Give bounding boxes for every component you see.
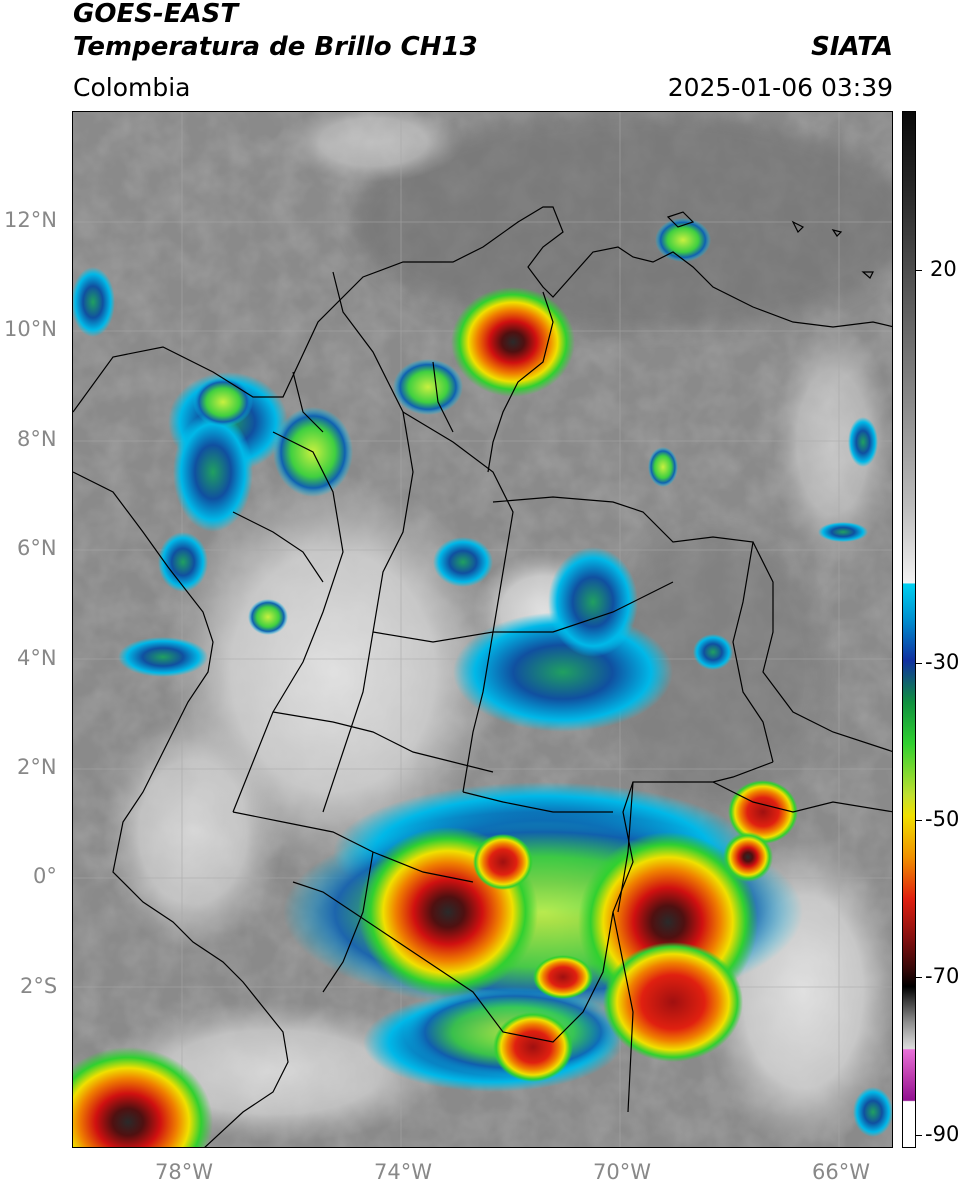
- colorbar-tick: [916, 1135, 922, 1136]
- lat-tick: 0°: [33, 864, 57, 888]
- colorbar-label: -30: [925, 650, 960, 674]
- title-satellite: GOES-EAST: [73, 0, 239, 29]
- colorbar-label: -90: [925, 1122, 960, 1146]
- borders: [73, 206, 892, 1147]
- lat-tick: 6°N: [17, 536, 57, 560]
- lat-tick: 12°N: [4, 208, 57, 232]
- lon-tick: 78°W: [155, 1160, 213, 1184]
- lat-tick: 2°N: [17, 755, 57, 779]
- title-product: Temperatura de Brillo CH13: [73, 32, 478, 62]
- lon-tick: 66°W: [812, 1160, 870, 1184]
- map-panel: [72, 111, 893, 1148]
- colorbar-label: 20: [930, 257, 957, 281]
- lon-tick: 74°W: [374, 1160, 432, 1184]
- colorbar-tick: [916, 663, 922, 664]
- lat-tick: 4°N: [17, 646, 57, 670]
- agency-label: SIATA: [811, 32, 893, 62]
- brightness-temperature-map: [73, 112, 892, 1147]
- colorbar-label: -50: [925, 807, 960, 831]
- lat-tick: 8°N: [17, 427, 57, 451]
- colorbar: [902, 111, 916, 1148]
- timestamp-label: 2025-01-06 03:39: [667, 73, 893, 102]
- lon-tick: 70°W: [593, 1160, 651, 1184]
- convective-clouds: [73, 218, 892, 1147]
- region-label: Colombia: [73, 73, 191, 102]
- colorbar-tick: [916, 270, 922, 271]
- colorbar-tick: [916, 820, 922, 821]
- colorbar-tick: [916, 977, 922, 978]
- colorbar-label: -70: [925, 964, 960, 988]
- lat-tick: 2°S: [20, 974, 58, 998]
- lat-tick: 10°N: [4, 317, 57, 341]
